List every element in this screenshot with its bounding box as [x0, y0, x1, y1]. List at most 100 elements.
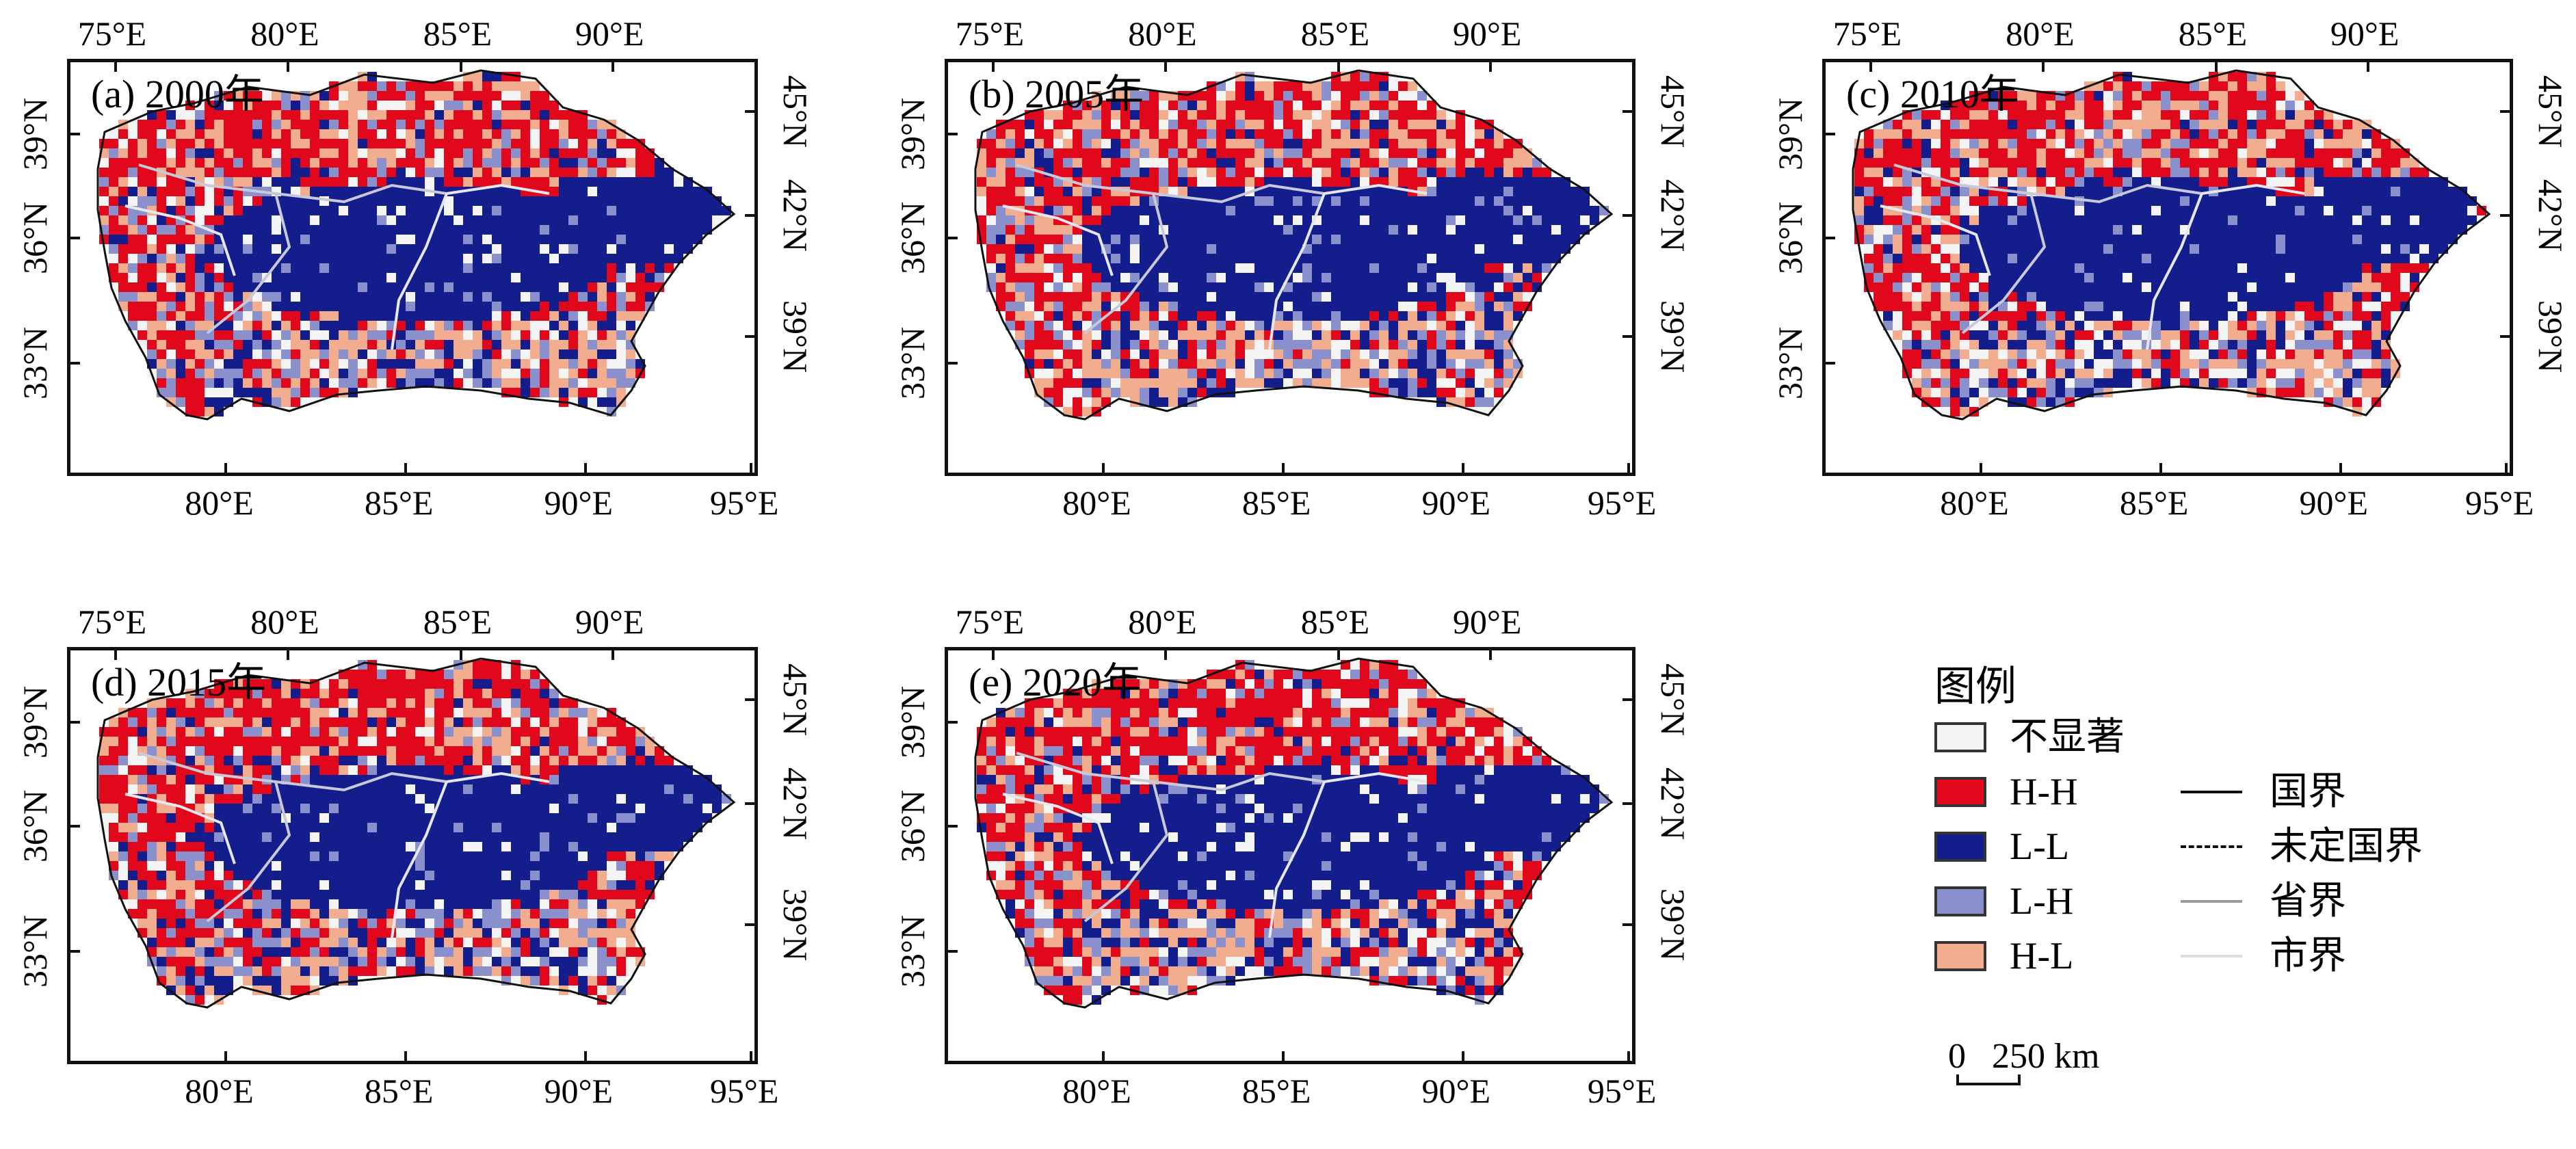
tick-mark: [1622, 923, 1632, 926]
left-latitude-label: 39°N: [893, 97, 932, 170]
tick-mark: [948, 720, 958, 724]
legend-class-item: 不显著: [1934, 718, 2125, 756]
admin-boundary-line: [124, 793, 236, 864]
tick-mark: [1488, 62, 1492, 72]
tick-mark: [1281, 1051, 1285, 1061]
tick-mark: [70, 950, 80, 953]
tick-mark: [1622, 698, 1632, 701]
map-panel-e: (e) 2020年 75°E 80°E 85°E 90°E 80°E 85°E 90°E 95°…: [878, 588, 1739, 1149]
tick-mark: [2500, 335, 2510, 338]
tick-mark: [583, 1051, 587, 1061]
map-frame-d: (d) 2015年: [67, 647, 758, 1064]
tick-mark: [1164, 62, 1168, 72]
tick-mark: [2214, 62, 2218, 72]
tick-mark: [991, 62, 995, 72]
tick-mark: [404, 463, 407, 473]
legend-line-label: 省界: [2270, 880, 2346, 923]
bottom-longitude-label: 95°E: [1587, 1072, 1657, 1110]
legend-class-item: L-H: [1934, 882, 2073, 921]
national-border: [96, 657, 736, 1009]
tick-mark: [2159, 463, 2162, 473]
legend-class-label: 不显著: [2010, 716, 2125, 758]
bottom-longitude-label: 95°E: [709, 484, 779, 522]
bottom-longitude-label: 90°E: [2299, 484, 2369, 522]
legend-class-item: H-L: [1934, 937, 2073, 975]
tick-mark: [1826, 132, 1835, 135]
scale-label: 250 km: [1992, 1037, 2100, 1076]
admin-boundary-line: [138, 752, 291, 923]
bottom-longitude-label: 90°E: [1421, 484, 1491, 522]
panel-title-d: (d) 2015年: [91, 660, 267, 704]
tick-mark: [948, 825, 958, 828]
admin-boundary-line: [124, 204, 236, 276]
tick-mark: [948, 950, 958, 953]
left-latitude-label: 39°N: [16, 685, 55, 758]
left-latitude-label: 36°N: [16, 790, 55, 863]
bottom-longitude-label: 85°E: [1241, 484, 1311, 522]
admin-boundary-line: [275, 771, 447, 792]
bottom-longitude-label: 85°E: [2119, 484, 2189, 522]
bottom-longitude-label: 95°E: [2465, 484, 2534, 522]
bottom-longitude-label: 90°E: [544, 484, 614, 522]
top-longitude-label: 80°E: [250, 603, 319, 641]
left-latitude-label: 33°N: [16, 327, 55, 400]
admin-boundary-line: [1268, 781, 1326, 938]
tick-mark: [224, 463, 228, 473]
map-grid-d: [96, 657, 736, 1009]
tick-mark: [745, 335, 754, 338]
map-panel-a: (a) 2000年 75°E 80°E 85°E 90°E 80°E 85°E 90°E 95°…: [0, 0, 862, 568]
bottom-longitude-label: 85°E: [364, 1072, 434, 1110]
top-longitude-label: 90°E: [1452, 603, 1522, 641]
map-grid-b: [974, 69, 1614, 421]
legend-line-label: 市界: [2270, 935, 2346, 977]
tick-mark: [1622, 109, 1632, 113]
admin-boundary-line: [138, 163, 291, 334]
admin-boundary-line: [1268, 193, 1326, 350]
tick-mark: [745, 698, 754, 701]
right-latitude-label: 42°N: [2532, 179, 2571, 252]
right-latitude-label: 39°N: [1654, 300, 1693, 373]
top-longitude-label: 75°E: [1832, 14, 1902, 53]
map-frame-b: (b) 2005年: [945, 59, 1635, 476]
tick-mark: [583, 463, 587, 473]
legend-line-item: 国界: [2181, 773, 2346, 811]
tick-mark: [1337, 62, 1340, 72]
panel-title-e: (e) 2020年: [969, 660, 1142, 704]
admin-boundary-line: [1002, 793, 1114, 864]
tick-mark: [2500, 214, 2510, 217]
tick-mark: [459, 62, 462, 72]
tick-mark: [745, 923, 754, 926]
left-latitude-label: 39°N: [1771, 97, 1810, 170]
tick-mark: [1826, 362, 1835, 365]
left-latitude-label: 39°N: [16, 97, 55, 170]
tick-mark: [948, 132, 958, 135]
tick-mark: [749, 463, 752, 473]
top-longitude-label: 85°E: [1300, 603, 1370, 641]
legend-line-item: 省界: [2181, 882, 2346, 921]
tick-mark: [224, 1051, 228, 1061]
legend-class-item: L-L: [1934, 828, 2069, 866]
bottom-longitude-label: 80°E: [1940, 484, 2009, 522]
tick-mark: [70, 237, 80, 240]
map-panel-b: (b) 2005年 75°E 80°E 85°E 90°E 80°E 85°E 90°E 95°…: [878, 0, 1739, 568]
tick-mark: [1461, 463, 1464, 473]
top-longitude-label: 90°E: [575, 14, 644, 53]
top-longitude-label: 85°E: [423, 14, 492, 53]
admin-boundary-line: [2030, 183, 2203, 204]
tick-mark: [2504, 463, 2508, 473]
tick-mark: [287, 62, 290, 72]
legend-class-label: L-H: [2010, 880, 2074, 923]
right-latitude-label: 39°N: [776, 300, 815, 373]
bottom-longitude-label: 90°E: [1421, 1072, 1491, 1110]
legend-title: 图例: [1934, 664, 2016, 709]
admin-boundary-line: [1016, 163, 1169, 334]
tick-mark: [1461, 1051, 1464, 1061]
legend-swatch: [1934, 722, 1986, 752]
admin-boundary-line: [446, 183, 550, 195]
top-longitude-label: 85°E: [1300, 14, 1370, 53]
right-latitude-label: 45°N: [776, 75, 815, 148]
bottom-longitude-label: 85°E: [364, 484, 434, 522]
bottom-longitude-label: 80°E: [185, 1072, 254, 1110]
left-latitude-label: 36°N: [16, 202, 55, 275]
tick-mark: [1281, 463, 1285, 473]
